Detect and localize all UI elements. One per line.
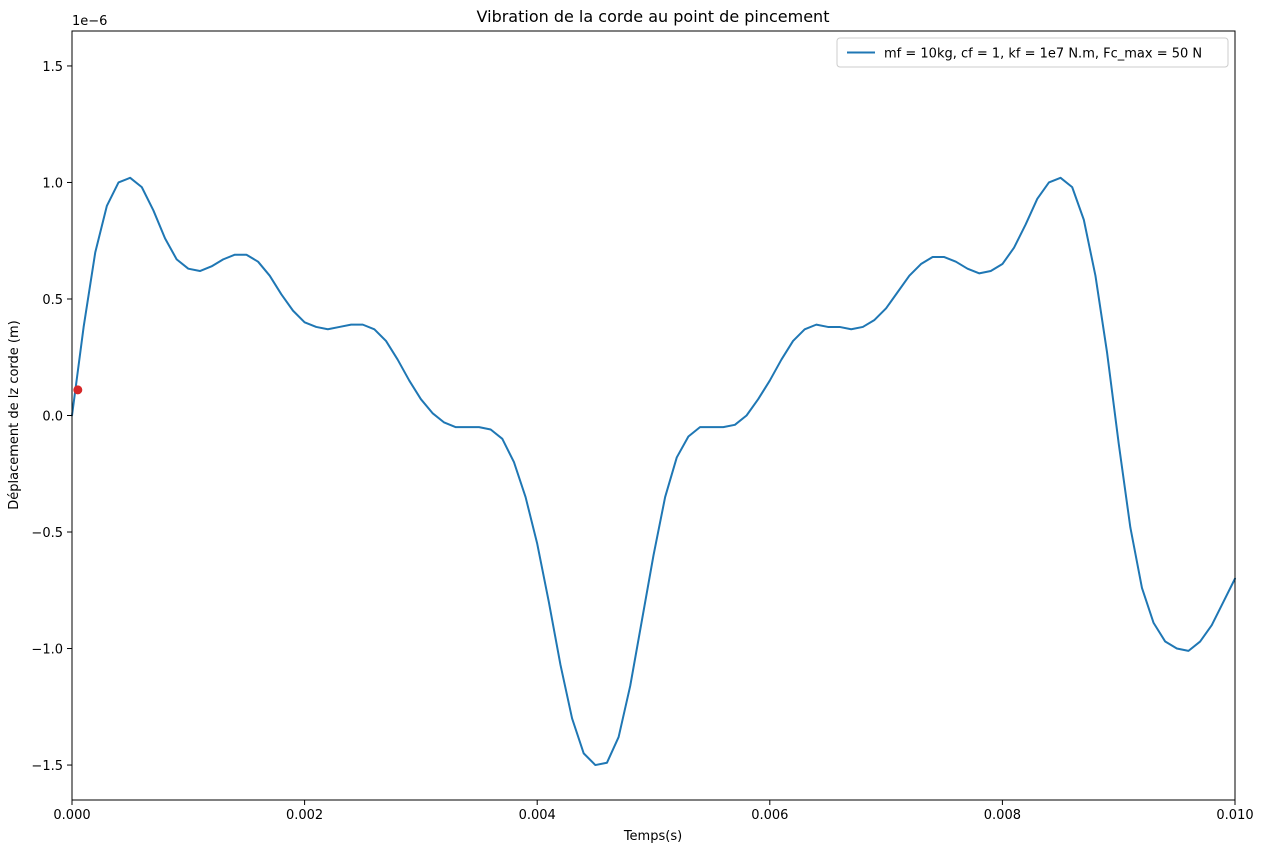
chart-title: Vibration de la corde au point de pincem… <box>477 7 830 26</box>
x-tick-label: 0.002 <box>286 808 323 823</box>
y-tick-label: 1.0 <box>42 176 63 191</box>
axes-frame <box>71 30 1236 801</box>
y-tick-label: −0.5 <box>31 526 63 541</box>
x-tick-label: 0.006 <box>751 808 788 823</box>
marker-point <box>73 385 83 395</box>
y-axis-label: Déplacement de lz corde (m) <box>7 320 22 509</box>
y-tick-label: 0.5 <box>42 293 63 308</box>
y-axis-offset-text: 1e−6 <box>72 14 107 29</box>
x-axis-label: Temps(s) <box>623 829 682 844</box>
x-tick-label: 0.010 <box>1216 808 1253 823</box>
plot-area <box>71 176 1236 767</box>
x-tick-label: 0.008 <box>984 808 1021 823</box>
y-tick-label: −1.0 <box>31 643 63 658</box>
x-tick-label: 0.000 <box>53 808 90 823</box>
y-tick-label: 0.0 <box>42 410 63 425</box>
legend: mf = 10kg, cf = 1, kf = 1e7 N.m, Fc_max … <box>836 37 1229 68</box>
series-line <box>71 176 1236 767</box>
axis-ticks: 0.000 0.002 0.004 0.006 0.008 0.010 −1.5 −1.0 −0… <box>31 30 1254 823</box>
legend-box <box>836 37 1229 68</box>
legend-label: mf = 10kg, cf = 1, kf = 1e7 N.m, Fc_max … <box>884 47 1202 62</box>
y-tick-label: −1.5 <box>31 759 63 774</box>
y-tick-label: 1.5 <box>42 60 63 75</box>
x-tick-label: 0.004 <box>519 808 556 823</box>
